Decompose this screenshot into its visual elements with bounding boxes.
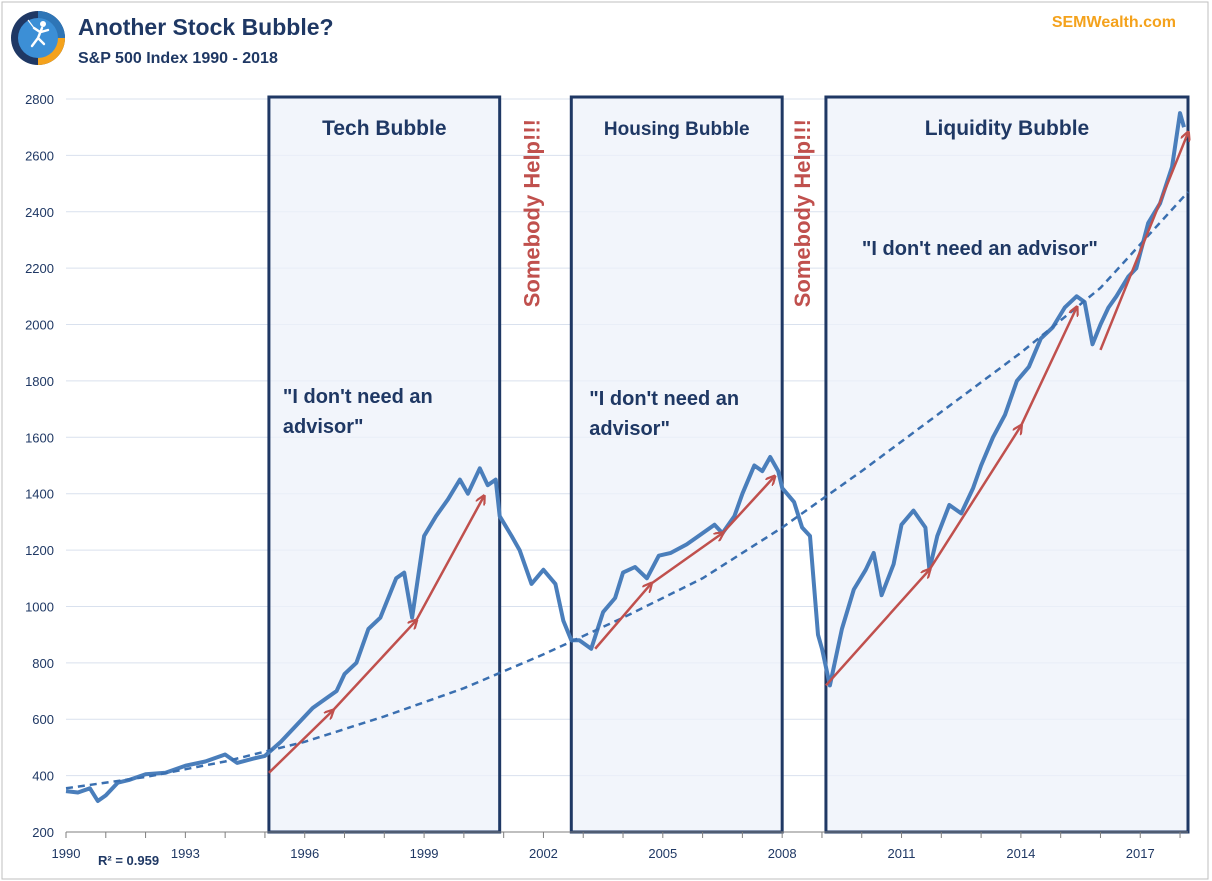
x-tick-label: 2014	[1006, 846, 1035, 861]
x-tick-label: 2011	[888, 846, 916, 861]
trend-arrows	[268, 133, 1188, 774]
x-tick-label: 2008	[768, 846, 797, 861]
y-tick-label: 1000	[25, 599, 54, 614]
trend-arrow	[721, 477, 774, 535]
y-tick-label: 2800	[25, 92, 54, 107]
y-tick-label: 1600	[25, 430, 54, 445]
bubble-boxes	[267, 95, 1190, 834]
x-tick-label: 1990	[52, 846, 81, 861]
x-tick-label: 2005	[648, 846, 677, 861]
annotation-text: Tech Bubble Housing Bubble Liquidity Bubbl…	[283, 117, 1098, 440]
y-tick-label: 1800	[25, 374, 54, 389]
y-tick-label: 200	[32, 825, 54, 840]
x-tick-label: 1996	[290, 846, 319, 861]
chart-subtitle: S&P 500 Index 1990 - 2018	[78, 50, 278, 67]
r-squared-label: R² = 0.959	[98, 853, 160, 868]
brand-link[interactable]: SEMWealth.com	[1051, 14, 1176, 31]
trend-arrow	[650, 533, 723, 585]
y-tick-label: 400	[32, 769, 54, 784]
caption-line: advisor"	[283, 416, 364, 438]
x-tick-label: 2002	[529, 846, 558, 861]
trend-arrow	[415, 497, 484, 622]
y-tick-label: 2600	[25, 148, 54, 163]
axes: 200 400 600 800 1000 1200 1400 1600 1800 2000 2200…	[25, 92, 1188, 861]
bubble-box	[824, 95, 1190, 834]
y-tick-label: 2400	[25, 205, 54, 220]
trend-arrow	[1099, 133, 1188, 351]
bubble-box	[267, 95, 502, 834]
trend-arrow	[331, 621, 417, 712]
caption-line: advisor"	[589, 418, 670, 440]
caption-line: "I don't need an	[589, 388, 739, 410]
trend-arrow	[1019, 308, 1077, 427]
y-tick-label: 1200	[25, 543, 54, 558]
caption-line: "I don't need an	[283, 386, 433, 408]
caption-line: "I don't need an advisor"	[862, 238, 1098, 260]
bubble-title: Housing Bubble	[604, 119, 750, 140]
trend-arrow	[268, 711, 333, 774]
y-tick-label: 2000	[25, 318, 54, 333]
bubble-box	[569, 95, 784, 834]
sp500-line	[65, 111, 1186, 803]
chart-title: Another Stock Bubble?	[78, 14, 334, 40]
x-tick-label: 1993	[171, 846, 200, 861]
bubble-title: Liquidity Bubble	[925, 117, 1089, 140]
x-tick-label: 2017	[1126, 846, 1155, 861]
help-label: Somebody Help!!!	[790, 119, 815, 307]
series-lines	[65, 111, 1189, 803]
trend-arrow	[594, 584, 651, 650]
x-tick-label: 1999	[410, 846, 439, 861]
y-tick-label: 2200	[25, 261, 54, 276]
y-tick-label: 600	[32, 712, 54, 727]
trend-arrow	[825, 570, 929, 687]
y-tick-label: 800	[32, 656, 54, 671]
trend-arrow	[928, 426, 1021, 571]
y-tick-label: 1400	[25, 487, 54, 502]
climber-logo-icon	[11, 11, 65, 65]
help-label: Somebody Help!!!	[519, 119, 544, 307]
bubble-title: Tech Bubble	[322, 117, 446, 140]
